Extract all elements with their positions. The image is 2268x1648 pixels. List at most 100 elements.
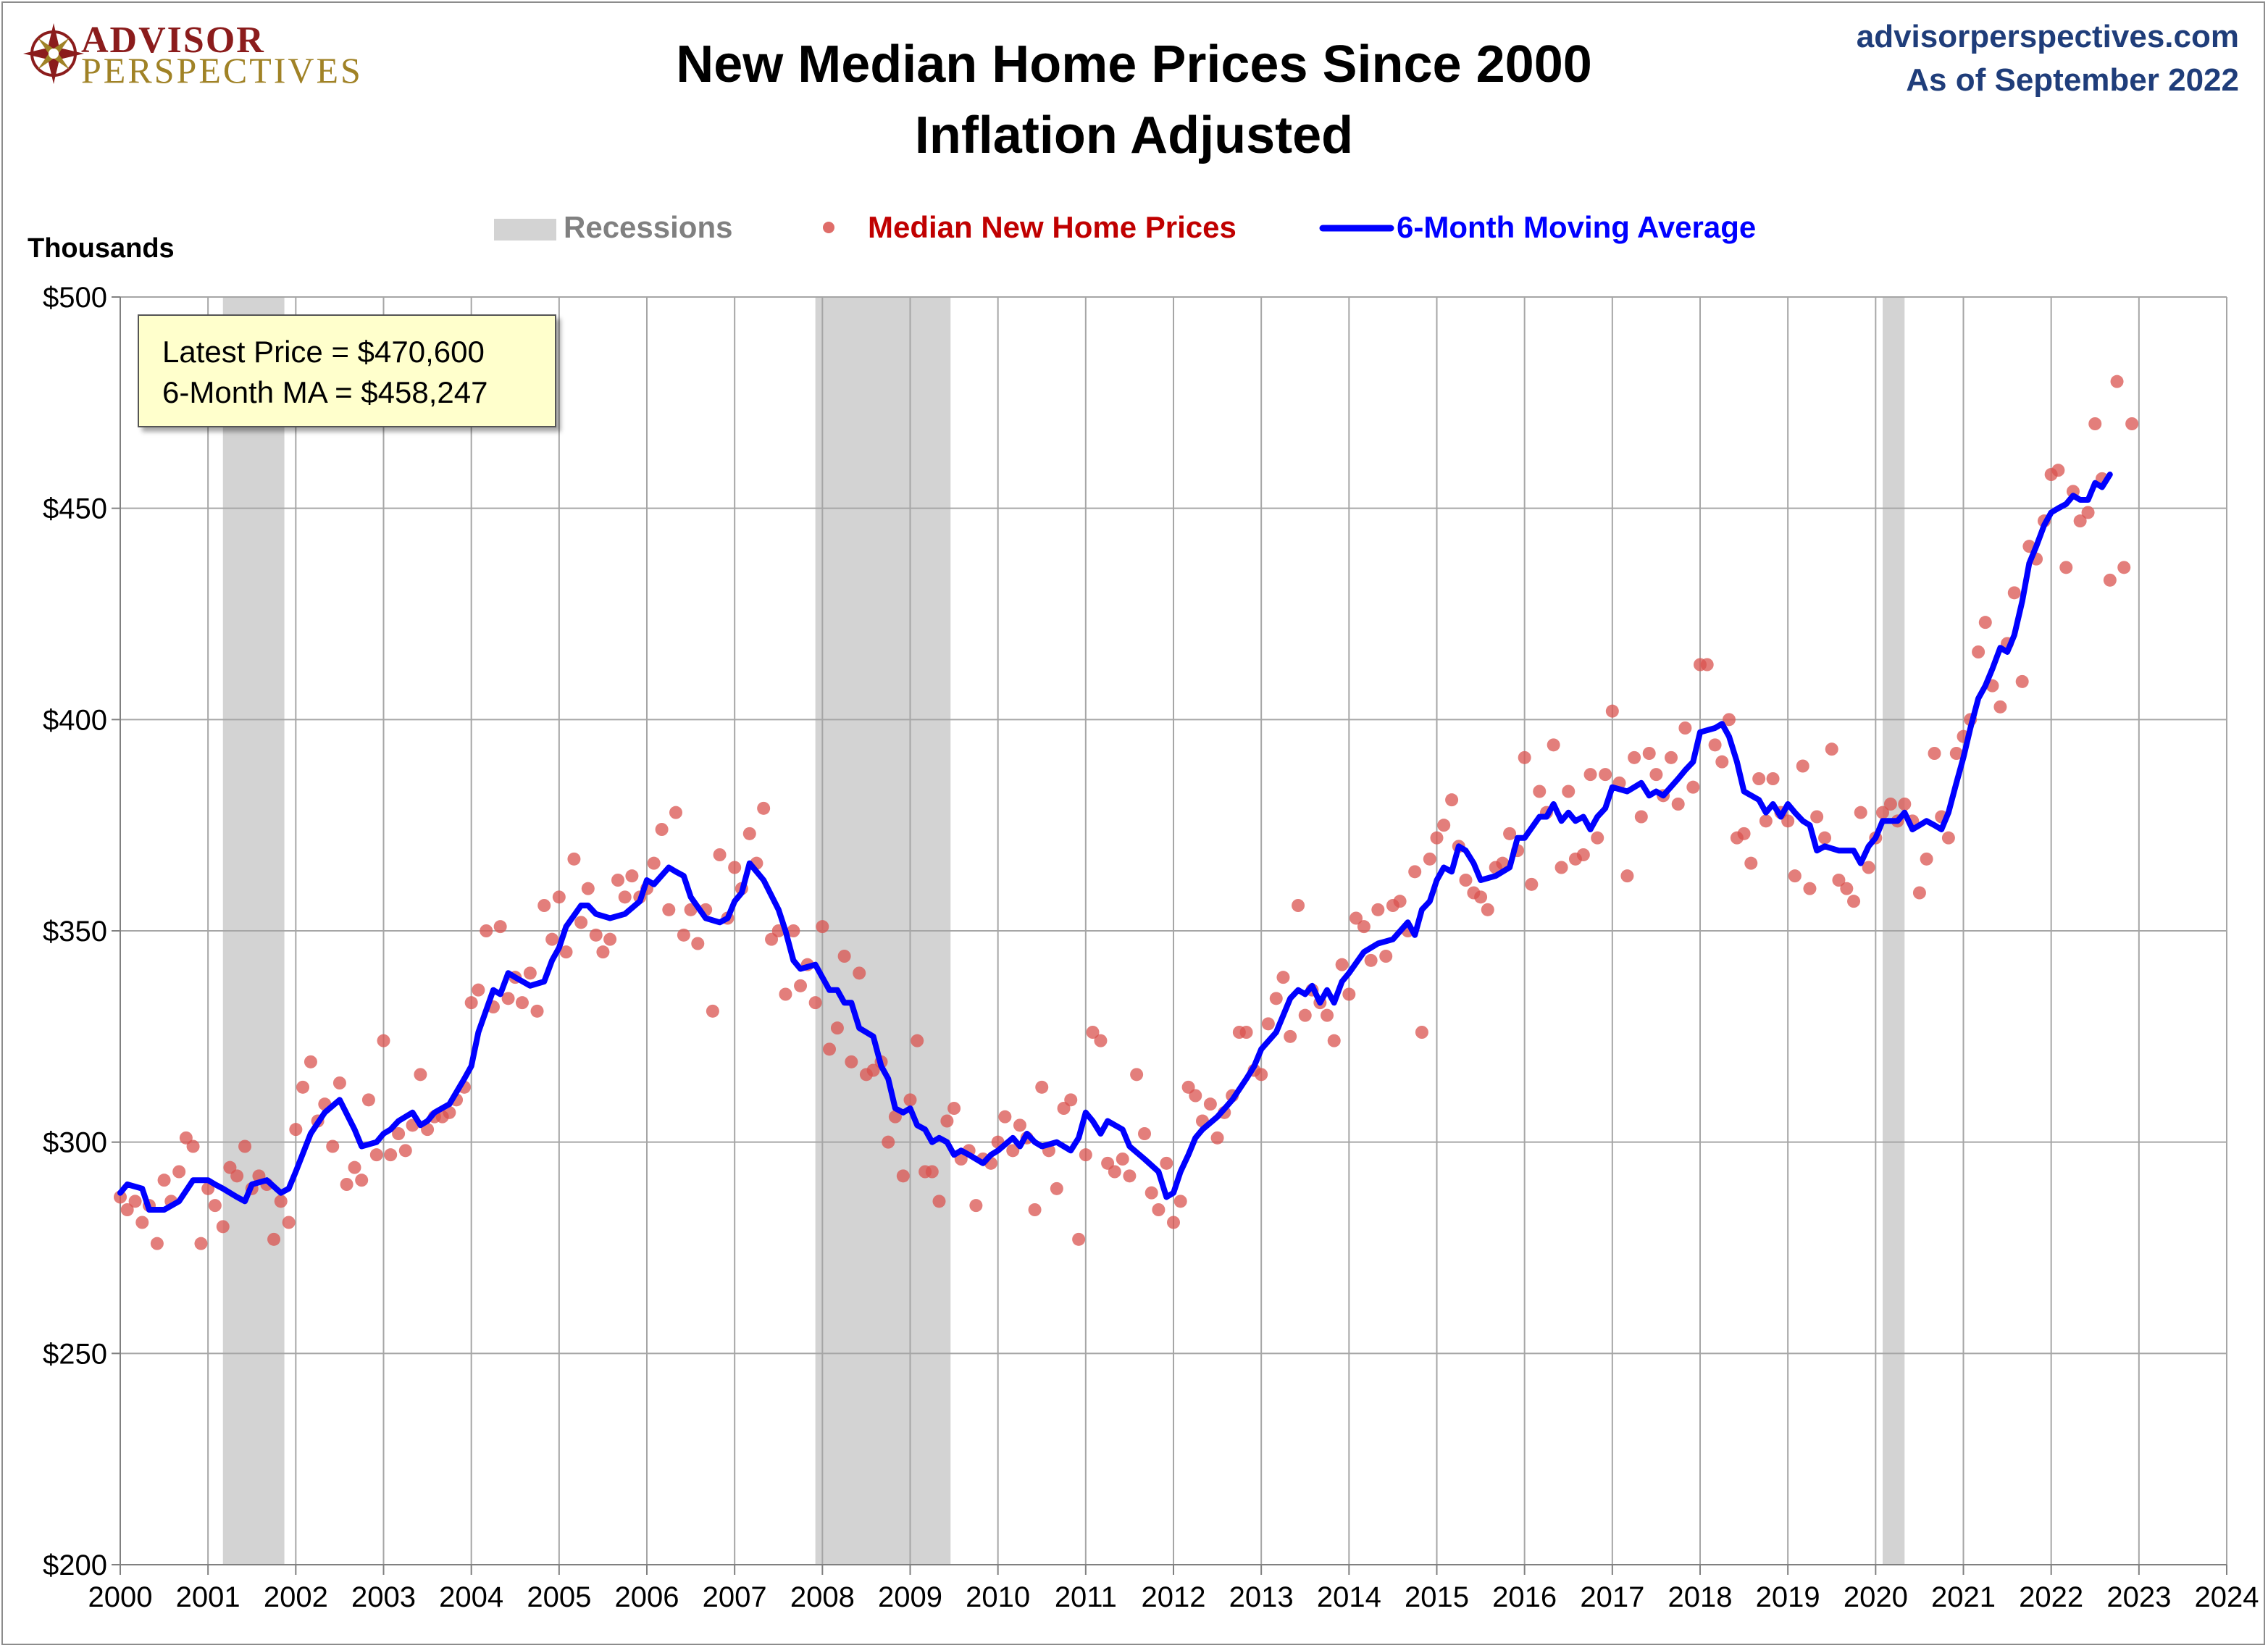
price-point — [1474, 890, 1488, 904]
price-point — [304, 1055, 317, 1068]
price-point — [589, 928, 603, 942]
price-point — [830, 1021, 844, 1035]
price-point — [480, 924, 493, 937]
price-point — [1752, 772, 1766, 785]
price-point — [647, 856, 661, 870]
price-point — [816, 920, 829, 934]
x-tick-label: 2000 — [88, 1581, 153, 1613]
source-site: advisorperspectives.com — [1856, 19, 2239, 54]
price-point — [1722, 713, 1736, 727]
price-point — [332, 1076, 346, 1089]
price-point — [1605, 704, 1619, 718]
price-point — [896, 1169, 910, 1183]
price-point — [1349, 911, 1363, 925]
price-point — [1028, 1203, 1042, 1216]
price-point — [1649, 768, 1663, 782]
price-point — [1459, 874, 1473, 887]
price-point — [1284, 1029, 1297, 1043]
x-tick-label: 2002 — [264, 1581, 328, 1613]
price-point — [2007, 586, 2021, 600]
price-point — [537, 899, 551, 912]
price-point — [1810, 810, 1824, 824]
price-point — [1255, 1068, 1268, 1082]
price-point — [1671, 798, 1685, 811]
x-tick-label: 2023 — [2106, 1581, 2171, 1613]
price-point — [1840, 882, 1854, 895]
price-point — [1210, 1131, 1224, 1145]
price-point — [787, 924, 800, 937]
plot-area: $200 $250 $300 $350 $400 $450 $500 2000 2001 2002… — [43, 282, 2259, 1613]
price-point — [1599, 768, 1612, 782]
price-point — [1533, 785, 1547, 798]
y-axis-unit-label: Thousands — [28, 233, 175, 264]
price-point — [1686, 780, 1700, 794]
price-point — [882, 1135, 895, 1149]
price-point — [947, 1102, 961, 1115]
y-tick-label: $450 — [43, 493, 107, 525]
price-point — [1928, 747, 1941, 760]
price-point — [1481, 903, 1494, 916]
price-point — [282, 1216, 296, 1229]
price-point — [1430, 831, 1444, 845]
price-point — [677, 928, 690, 942]
price-point — [1518, 750, 1531, 764]
price-point — [472, 983, 485, 997]
x-tick-label: 2020 — [1844, 1581, 1908, 1613]
price-point — [369, 1148, 383, 1162]
price-point — [932, 1195, 946, 1208]
price-point — [691, 937, 705, 950]
price-point — [1415, 1026, 1428, 1039]
price-point — [194, 1237, 208, 1250]
y-tick-label: $200 — [43, 1549, 107, 1581]
price-point — [2081, 506, 2095, 519]
price-point — [1912, 886, 1926, 900]
price-point — [135, 1216, 149, 1229]
x-tick-label: 2006 — [615, 1581, 679, 1613]
price-point — [662, 903, 676, 916]
price-point — [398, 1144, 412, 1158]
price-point — [823, 1042, 837, 1056]
price-point — [1862, 861, 1875, 874]
price-point — [1591, 831, 1604, 845]
price-point — [501, 992, 515, 1005]
price-point — [120, 1203, 134, 1216]
price-point — [186, 1139, 200, 1153]
price-point — [1678, 721, 1692, 735]
y-tick-label: $400 — [43, 704, 107, 736]
price-point — [1788, 869, 1802, 883]
price-point — [911, 1034, 924, 1047]
latest-price-text: Latest Price = $470,600 — [162, 335, 485, 369]
x-tick-label: 2010 — [966, 1581, 1030, 1613]
price-point — [1525, 877, 1539, 891]
price-point — [1239, 1026, 1253, 1039]
price-point — [1408, 865, 1422, 879]
price-point — [216, 1220, 230, 1234]
price-point — [940, 1114, 954, 1128]
price-point — [655, 823, 669, 836]
price-point — [1013, 1118, 1026, 1132]
price-point — [1576, 848, 1590, 861]
legend-price-marker — [823, 222, 834, 233]
price-point — [1628, 750, 1641, 764]
price-point — [625, 869, 639, 883]
price-point — [238, 1139, 252, 1153]
price-point — [2015, 674, 2029, 688]
price-point — [1700, 658, 1714, 672]
x-tick-label: 2024 — [2195, 1581, 2259, 1613]
price-point — [1108, 1165, 1121, 1179]
price-point — [2103, 573, 2117, 587]
x-tick-label: 2003 — [351, 1581, 416, 1613]
price-point — [1342, 987, 1356, 1001]
price-point — [267, 1232, 281, 1246]
x-tick-label: 2004 — [439, 1581, 503, 1613]
price-point — [545, 932, 559, 946]
x-tick-label: 2012 — [1142, 1581, 1206, 1613]
price-point — [969, 1199, 983, 1213]
price-point — [1276, 971, 1290, 984]
x-tick-label: 2016 — [1492, 1581, 1557, 1613]
price-point — [1072, 1232, 1086, 1246]
price-point — [596, 945, 610, 959]
x-tick-label: 2015 — [1405, 1581, 1469, 1613]
price-point — [742, 827, 756, 840]
price-point — [581, 882, 595, 895]
